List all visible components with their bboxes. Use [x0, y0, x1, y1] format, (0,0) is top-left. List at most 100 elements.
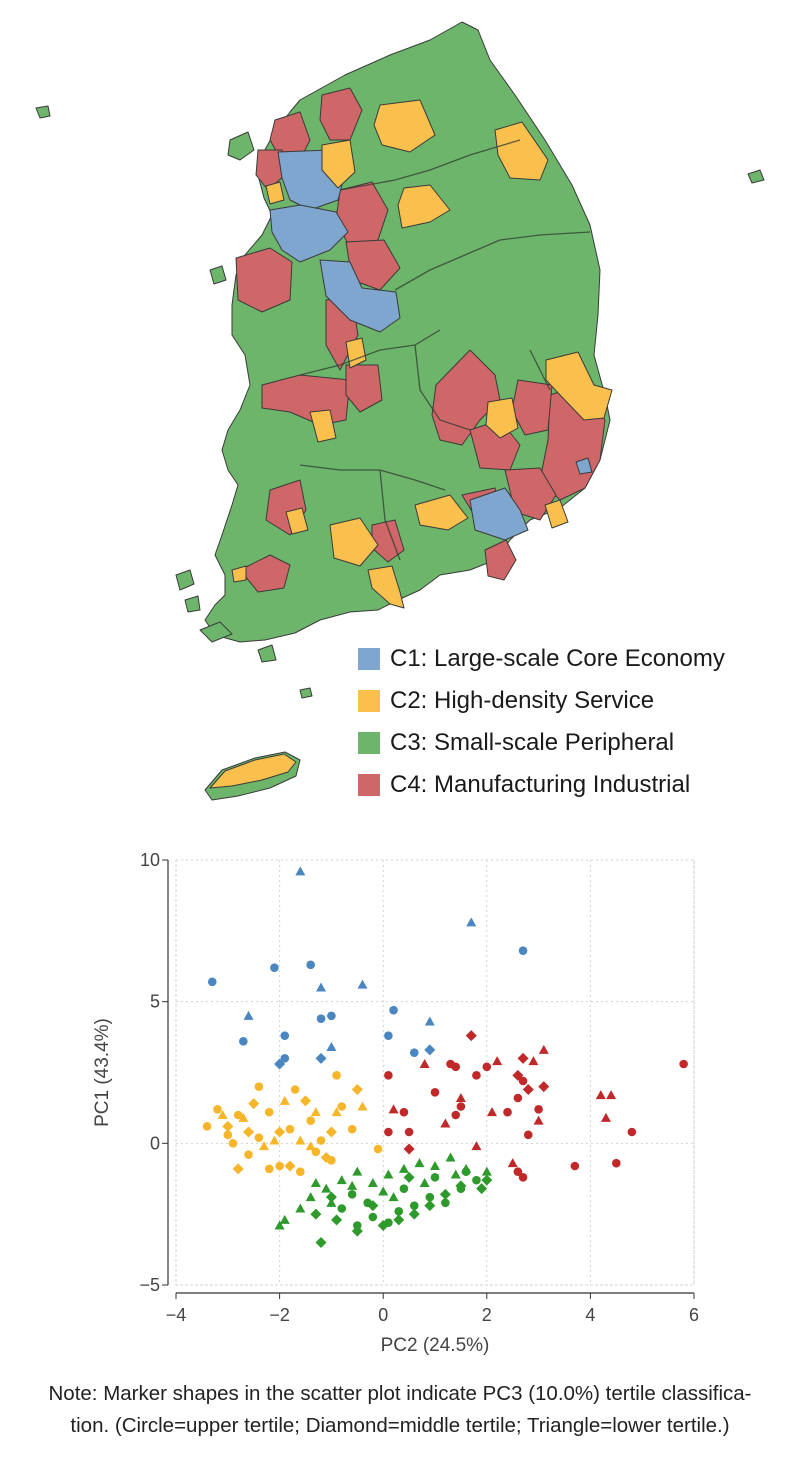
- region-c4: [484, 539, 517, 581]
- point-c2: [279, 1095, 290, 1105]
- region-c4: [345, 364, 383, 413]
- point-c3: [295, 1203, 306, 1213]
- point-c2: [217, 1110, 228, 1119]
- point-c4: [440, 1118, 451, 1128]
- point-c2: [332, 1071, 341, 1080]
- region-c4: [235, 247, 293, 313]
- point-c1: [316, 1014, 326, 1023]
- point-c4: [528, 1056, 539, 1066]
- point-c2: [347, 1124, 357, 1134]
- point-c1: [326, 1042, 337, 1051]
- figure-note: Note: Marker shapes in the scatter plot …: [0, 1378, 800, 1442]
- region-c2: [367, 565, 405, 609]
- point-c2: [351, 1084, 363, 1095]
- point-c2: [248, 1098, 260, 1110]
- point-c4: [595, 1090, 606, 1100]
- point-c3: [425, 1192, 435, 1202]
- point-c4: [472, 1071, 481, 1080]
- point-c4: [399, 1107, 409, 1117]
- point-c3: [347, 1190, 357, 1199]
- point-c4: [518, 1173, 528, 1182]
- regional-cluster-map: [35, 21, 765, 801]
- point-c2: [325, 1126, 337, 1138]
- island-4: [209, 265, 227, 285]
- legend-swatch-c2: [358, 690, 380, 712]
- x-tick-label: 2: [482, 1305, 492, 1325]
- point-c2: [296, 1167, 305, 1176]
- point-c3: [378, 1186, 389, 1196]
- data-points: [202, 866, 688, 1248]
- island-7: [257, 644, 277, 663]
- region-c2: [309, 409, 337, 443]
- point-c4: [513, 1167, 523, 1176]
- point-c3: [279, 1214, 290, 1224]
- point-c1: [280, 1031, 290, 1040]
- x-tick-label: 6: [689, 1305, 699, 1325]
- point-c3: [481, 1174, 493, 1186]
- point-c3: [441, 1198, 450, 1208]
- point-c4: [627, 1127, 637, 1137]
- point-c3: [336, 1175, 347, 1185]
- point-c3: [352, 1166, 363, 1176]
- island-2: [747, 169, 765, 184]
- point-c2: [233, 1110, 243, 1120]
- point-c1: [280, 1054, 290, 1063]
- note-line-1: Note: Marker shapes in the scatter plot …: [48, 1382, 752, 1405]
- point-c2: [331, 1107, 342, 1117]
- point-c3: [394, 1207, 404, 1216]
- point-c4: [384, 1127, 393, 1137]
- legend-item-c2: C2: High-density Service: [358, 680, 725, 722]
- point-c4: [384, 1071, 393, 1080]
- point-c3: [274, 1220, 285, 1230]
- region-c2: [544, 499, 569, 529]
- region-c2: [285, 507, 309, 535]
- point-c3: [347, 1180, 358, 1190]
- axes: [162, 859, 695, 1299]
- point-c4: [419, 1059, 430, 1068]
- region-c1: [469, 487, 529, 541]
- point-c3: [368, 1212, 378, 1222]
- point-c1: [327, 1011, 336, 1021]
- point-c4: [403, 1143, 415, 1155]
- point-c2: [259, 1141, 270, 1151]
- point-c4: [482, 1062, 492, 1072]
- point-c2: [285, 1124, 295, 1134]
- region-c2: [414, 494, 469, 531]
- point-c4: [486, 1107, 497, 1117]
- y-axis-label: PC1 (43.4%): [92, 1018, 113, 1127]
- point-c1: [207, 977, 217, 987]
- point-c4: [430, 1088, 440, 1097]
- point-c3: [377, 1220, 389, 1231]
- island-6: [199, 621, 233, 643]
- point-c2: [320, 1152, 332, 1163]
- region-c1: [269, 204, 349, 263]
- y-tick-label: 10: [140, 850, 160, 870]
- point-c4: [612, 1158, 621, 1168]
- cluster-legend: C1: Large-scale Core Economy C2: High-de…: [358, 638, 725, 806]
- x-tick-label: −4: [166, 1305, 187, 1325]
- point-c4: [523, 1130, 533, 1140]
- legend-label-c4: C4: Manufacturing Industrial: [390, 771, 691, 798]
- point-c2: [213, 1105, 222, 1114]
- point-c2: [305, 1141, 316, 1151]
- point-c4: [513, 1093, 523, 1103]
- point-c3: [367, 1178, 378, 1187]
- point-c2: [264, 1107, 274, 1117]
- point-c3: [321, 1183, 332, 1193]
- province-boundaries: [299, 139, 591, 561]
- legend-item-c4: C4: Manufacturing Industrial: [358, 764, 725, 806]
- point-c3: [419, 1178, 430, 1187]
- point-c4: [533, 1115, 544, 1125]
- point-c3: [398, 1163, 409, 1173]
- point-c4: [503, 1107, 512, 1117]
- pca-scatter-plot: −4 −2 0 2 4 6 −5 0 5 10 PC2 (24.5%) PC1 (43.4%): [0, 830, 800, 1370]
- x-tick-label: 4: [585, 1305, 595, 1325]
- island-1: [35, 105, 51, 119]
- point-c4: [517, 1052, 529, 1064]
- point-c1: [274, 1058, 286, 1070]
- point-c4: [606, 1090, 617, 1100]
- point-c4: [679, 1059, 688, 1069]
- point-c1: [466, 917, 477, 927]
- point-c2: [274, 1126, 286, 1138]
- point-c3: [424, 1200, 436, 1212]
